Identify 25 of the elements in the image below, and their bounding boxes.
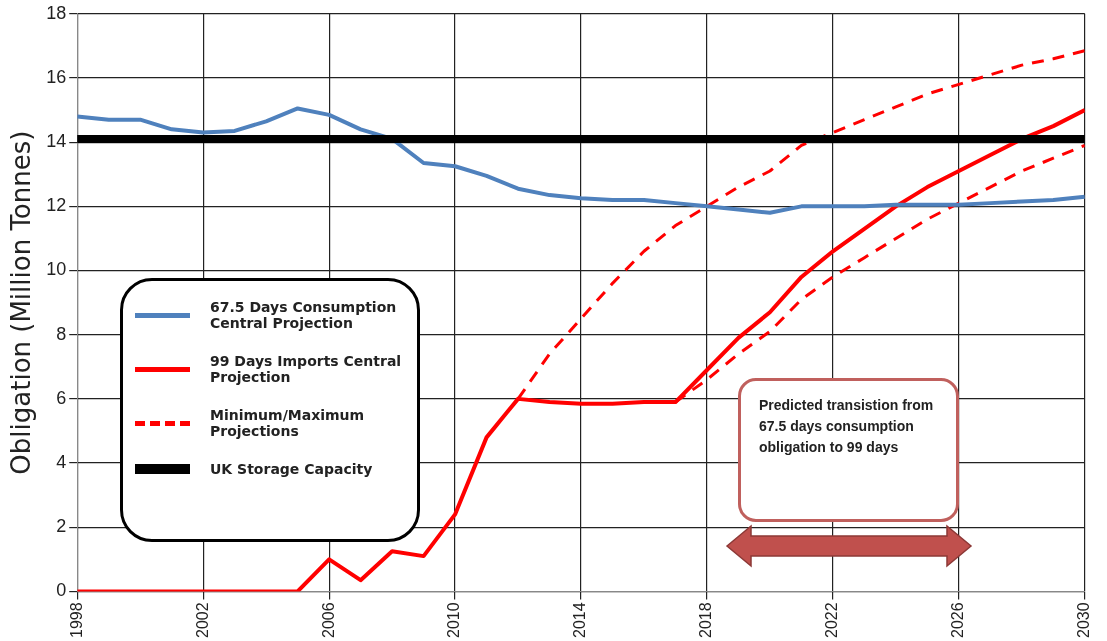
x-tick-label: 2014 [571,602,589,638]
legend-label: 67.5 Days Consumption Central Projection [210,299,398,331]
x-tick-label: 1998 [67,602,85,638]
x-tick-label: 2006 [319,602,337,638]
legend-label: Minimum/Maximum Projections [210,407,366,439]
legend-label: UK Storage Capacity [210,461,373,477]
y-axis-title: Obligation (Million Tonnes) [6,130,37,475]
y-tick-label: 6 [56,387,67,408]
y-tick-label: 8 [56,323,67,344]
x-tick-label: 2026 [949,602,967,638]
y-tick-label: 4 [56,452,67,473]
x-tick-label: 2010 [445,602,463,638]
y-tick-label: 2 [56,516,67,537]
x-tick-label: 2022 [823,602,841,638]
y-tick-label: 0 [56,580,67,601]
callout-box: Predicted transistion from 67.5 days consumption obligation to 99 days [738,378,959,522]
y-tick-label: 10 [46,259,67,280]
y-tick-label: 16 [46,66,67,87]
y-tick-label: 14 [46,131,67,152]
x-tick-label: 2018 [697,602,715,638]
y-tick-label: 12 [46,195,67,216]
y-tick-label: 18 [46,2,67,23]
x-tick-label: 2030 [1075,602,1093,638]
x-tick-label: 2002 [193,602,211,638]
legend-label: 99 Days Imports Central Projection [210,353,403,385]
